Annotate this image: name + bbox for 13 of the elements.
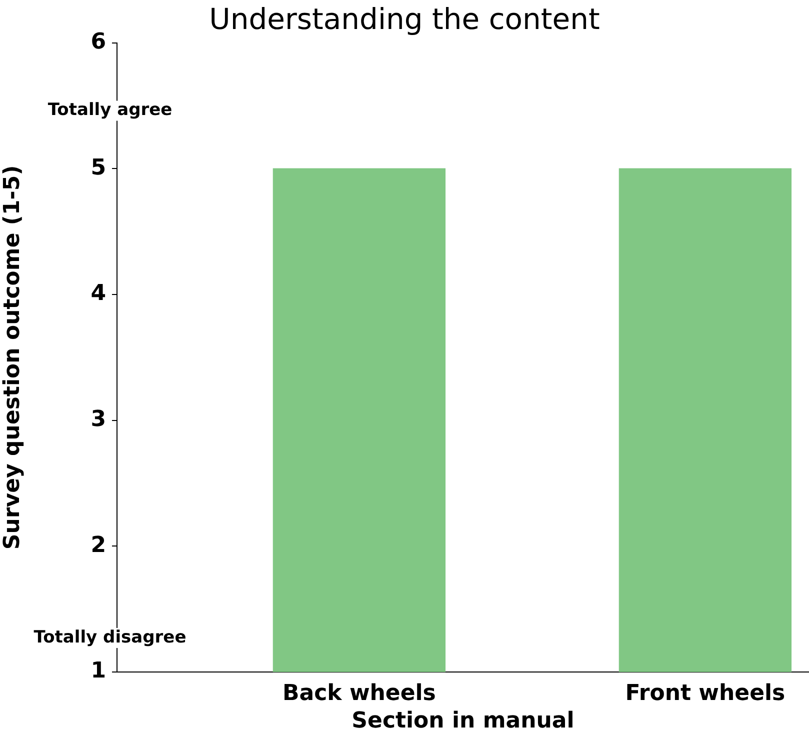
y-tick-label: 5: [90, 155, 106, 180]
y-axis-title: Survey question outcome (1-5): [0, 165, 25, 550]
x-tick-label: Front wheels: [625, 680, 786, 706]
x-tick-label: Back wheels: [282, 680, 436, 706]
y-tick-label: 1: [90, 658, 106, 684]
y-tick-label: 6: [90, 30, 106, 55]
x-axis-title: Section in manual: [352, 708, 574, 734]
annotation: Totally disagree: [34, 627, 186, 648]
y-tick-label: 4: [90, 281, 106, 306]
chart-title: Understanding the content: [209, 2, 600, 36]
y-tick-label: 2: [90, 532, 106, 558]
y-tick-label: 3: [90, 407, 106, 432]
annotation: Totally agree: [48, 100, 172, 120]
